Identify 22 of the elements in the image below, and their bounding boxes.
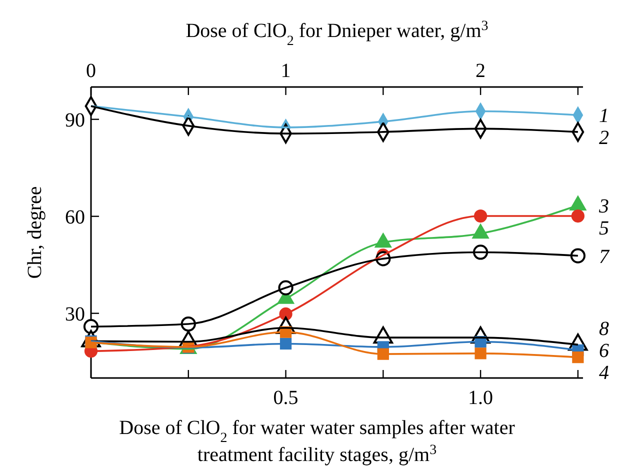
y-tick-label: 90 <box>65 109 85 132</box>
y-tick-label: 60 <box>65 206 85 228</box>
point <box>572 351 584 364</box>
point <box>571 209 584 223</box>
x2-tick-label: 0 <box>86 60 96 82</box>
x2-tick-label: 1 <box>280 60 291 82</box>
x-axis-title: Dose of ClO$_{2}$ for water water samples after water treatment facility stages, g/m$^{3}$ <box>119 417 516 466</box>
x2-axis-title: Dose of ClO$_{2}$ for Dnieper water, g/m$^{3}$ <box>186 18 488 48</box>
series-label: 1 <box>599 105 609 128</box>
series-label: 7 <box>599 246 610 268</box>
x-tick-label: 1.0 <box>468 387 494 409</box>
x2-tick-label: 2 <box>476 60 486 82</box>
y-axis-title: Chr, degree <box>24 186 46 279</box>
series-label: 3 <box>598 195 609 218</box>
series-label: 6 <box>599 340 609 362</box>
point <box>570 248 586 264</box>
x-tick-label: 0.5 <box>273 387 298 409</box>
series-label: 5 <box>599 217 609 240</box>
series-label: 8 <box>599 318 609 340</box>
series-label: 2 <box>599 127 609 150</box>
series-label: 4 <box>599 362 609 384</box>
y-tick-label: 30 <box>65 303 85 326</box>
